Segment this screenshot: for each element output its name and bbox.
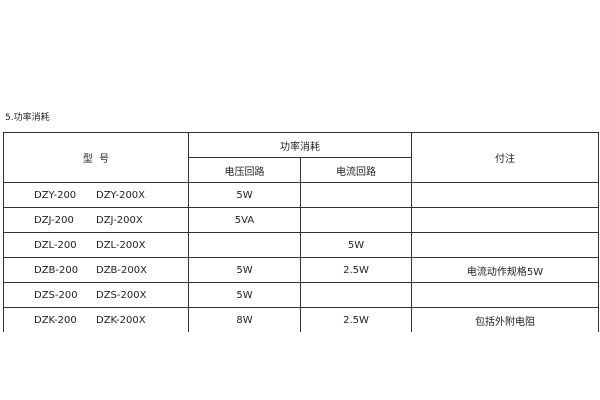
model-b: DZB-200X [96, 264, 147, 276]
model-b: DZK-200X [96, 314, 146, 326]
header-note: 付注 [411, 132, 599, 183]
voltage-cell: 5VA [188, 207, 301, 233]
note-cell [411, 232, 599, 258]
table-row: DZS-200 DZS-200X 5W [3, 282, 599, 308]
model-a: DZB-200 [34, 264, 79, 276]
table-row: DZY-200 DZY-200X 5W [3, 182, 599, 208]
current-cell [300, 207, 412, 233]
current-cell: 5W [300, 232, 412, 258]
header-power: 功率消耗 [188, 132, 412, 158]
table-row: DZB-200 DZB-200X 5W 2.5W 电流动作规格5W [3, 257, 599, 283]
voltage-cell: 5W [188, 257, 301, 283]
table-row: DZK-200 DZK-200X 8W 2.5W 包括外附电阻 [3, 307, 599, 332]
model-a: DZK-200 [34, 314, 77, 326]
model-cell: DZK-200 DZK-200X [3, 307, 189, 332]
table-row: DZJ-200 DZJ-200X 5VA [3, 207, 599, 233]
current-cell: 2.5W [300, 307, 412, 332]
model-a: DZL-200 [34, 239, 77, 251]
model-a: DZY-200 [34, 189, 77, 201]
note-cell: 包括外附电阻 [411, 307, 599, 332]
model-cell: DZB-200 DZB-200X [3, 257, 189, 283]
voltage-cell: 5W [188, 282, 301, 308]
header-voltage-circuit: 电压回路 [188, 157, 301, 183]
current-cell [300, 182, 412, 208]
voltage-cell: 8W [188, 307, 301, 332]
table-row: DZL-200 DZL-200X 5W [3, 232, 599, 258]
voltage-cell [188, 232, 301, 258]
model-a: DZS-200 [34, 289, 78, 301]
note-cell: 电流动作规格5W [411, 257, 599, 283]
header-current-circuit: 电流回路 [300, 157, 412, 183]
note-cell [411, 282, 599, 308]
model-b: DZY-200X [96, 189, 146, 201]
note-cell [411, 182, 599, 208]
model-cell: DZL-200 DZL-200X [3, 232, 189, 258]
power-consumption-table: 型 号 功率消耗 付注 电压回路 电流回路 DZY-200 DZY-200X 5W… [3, 132, 599, 332]
model-cell: DZS-200 DZS-200X [3, 282, 189, 308]
model-cell: DZJ-200 DZJ-200X [3, 207, 189, 233]
model-b: DZL-200X [96, 239, 146, 251]
model-cell: DZY-200 DZY-200X [3, 182, 189, 208]
model-a: DZJ-200 [34, 214, 74, 226]
model-b: DZJ-200X [96, 214, 143, 226]
current-cell [300, 282, 412, 308]
model-b: DZS-200X [96, 289, 147, 301]
voltage-cell: 5W [188, 182, 301, 208]
note-cell [411, 207, 599, 233]
current-cell: 2.5W [300, 257, 412, 283]
section-title: 5.功率消耗 [5, 113, 50, 123]
header-model: 型 号 [3, 132, 189, 183]
